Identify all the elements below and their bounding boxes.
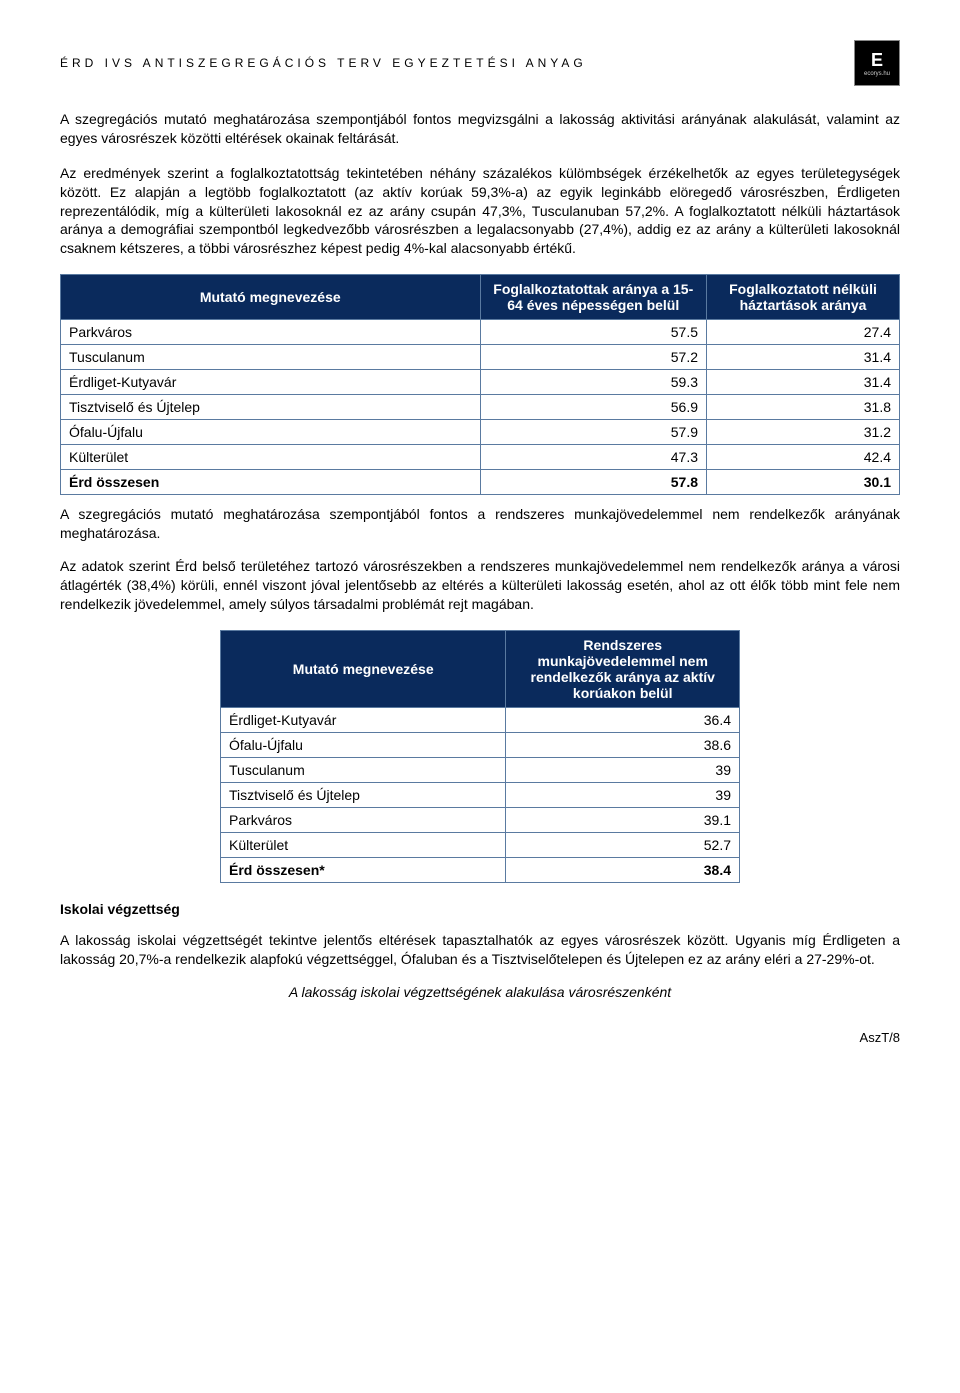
table-header-row: Mutató megnevezése Rendszeres munkajöved… xyxy=(221,630,740,707)
row-label: Parkváros xyxy=(221,807,506,832)
row-value: 39 xyxy=(506,757,740,782)
row-label: Külterület xyxy=(61,445,481,470)
table-row: Tisztviselő és Újtelep56.931.8 xyxy=(61,395,900,420)
row-value: 47.3 xyxy=(480,445,707,470)
row-value: 39 xyxy=(506,782,740,807)
row-value: 31.2 xyxy=(707,420,900,445)
employment-table: Mutató megnevezése Foglalkoztatottak ará… xyxy=(60,274,900,495)
table-row: Érdliget-Kutyavár36.4 xyxy=(221,707,740,732)
table-header-row: Mutató megnevezése Foglalkoztatottak ará… xyxy=(61,275,900,320)
row-label: Külterület xyxy=(221,832,506,857)
table-row: Érdliget-Kutyavár59.331.4 xyxy=(61,370,900,395)
row-label: Tusculanum xyxy=(61,345,481,370)
row-value: 31.4 xyxy=(707,370,900,395)
row-label: Ófalu-Újfalu xyxy=(61,420,481,445)
logo-sub: ecorys.hu xyxy=(864,71,890,77)
row-value: 57.2 xyxy=(480,345,707,370)
row-value: 42.4 xyxy=(707,445,900,470)
document-header: ÉRD IVS ANTISZEGREGÁCIÓS TERV EGYEZTETÉS… xyxy=(60,40,900,86)
row-value: 57.8 xyxy=(480,470,707,495)
row-label: Tisztviselő és Újtelep xyxy=(61,395,481,420)
table-row: Tusculanum57.231.4 xyxy=(61,345,900,370)
table-row: Ófalu-Újfalu57.931.2 xyxy=(61,420,900,445)
table-total-row: Érd összesen*38.4 xyxy=(221,857,740,882)
row-label: Érdliget-Kutyavár xyxy=(221,707,506,732)
header-title: ÉRD IVS ANTISZEGREGÁCIÓS TERV EGYEZTETÉS… xyxy=(60,56,587,70)
row-value: 31.4 xyxy=(707,345,900,370)
row-value: 38.6 xyxy=(506,732,740,757)
row-value: 31.8 xyxy=(707,395,900,420)
table-header: Foglalkoztatottak aránya a 15-64 éves né… xyxy=(480,275,707,320)
row-value: 59.3 xyxy=(480,370,707,395)
paragraph-5: A lakosság iskolai végzettségét tekintve… xyxy=(60,931,900,969)
income-table: Mutató megnevezése Rendszeres munkajöved… xyxy=(220,630,740,883)
row-value: 57.5 xyxy=(480,320,707,345)
page-footer: AszT/8 xyxy=(60,1030,900,1045)
table-header: Foglalkoztatott nélküli háztartások arán… xyxy=(707,275,900,320)
logo-main: E xyxy=(871,50,883,71)
logo: E ecorys.hu xyxy=(854,40,900,86)
table-row: Tisztviselő és Újtelep39 xyxy=(221,782,740,807)
paragraph-4: Az adatok szerint Érd belső területéhez … xyxy=(60,557,900,614)
table-row: Parkváros39.1 xyxy=(221,807,740,832)
row-value: 52.7 xyxy=(506,832,740,857)
section-heading: Iskolai végzettség xyxy=(60,901,900,917)
table-header: Mutató megnevezése xyxy=(221,630,506,707)
row-label: Ófalu-Újfalu xyxy=(221,732,506,757)
table-total-row: Érd összesen57.830.1 xyxy=(61,470,900,495)
row-value: 36.4 xyxy=(506,707,740,732)
table-row: Ófalu-Újfalu38.6 xyxy=(221,732,740,757)
table-header: Rendszeres munkajövedelemmel nem rendelk… xyxy=(506,630,740,707)
row-value: 27.4 xyxy=(707,320,900,345)
table-row: Tusculanum39 xyxy=(221,757,740,782)
row-value: 57.9 xyxy=(480,420,707,445)
row-label: Érd összesen* xyxy=(221,857,506,882)
table-row: Külterület52.7 xyxy=(221,832,740,857)
chart-caption: A lakosság iskolai végzettségének alakul… xyxy=(60,984,900,1000)
table-row: Külterület47.342.4 xyxy=(61,445,900,470)
table-header: Mutató megnevezése xyxy=(61,275,481,320)
row-value: 30.1 xyxy=(707,470,900,495)
paragraph-3: A szegregációs mutató meghatározása szem… xyxy=(60,506,900,541)
paragraph-2: Az eredmények szerint a foglalkoztatotts… xyxy=(60,164,900,258)
row-value: 39.1 xyxy=(506,807,740,832)
row-label: Tisztviselő és Újtelep xyxy=(221,782,506,807)
paragraph-3a: A szegregációs mutató meghatározása szem… xyxy=(60,505,900,543)
row-label: Parkváros xyxy=(61,320,481,345)
table-row: Parkváros57.527.4 xyxy=(61,320,900,345)
row-label: Érd összesen xyxy=(61,470,481,495)
paragraph-1: A szegregációs mutató meghatározása szem… xyxy=(60,110,900,148)
row-label: Érdliget-Kutyavár xyxy=(61,370,481,395)
row-label: Tusculanum xyxy=(221,757,506,782)
row-value: 38.4 xyxy=(506,857,740,882)
row-value: 56.9 xyxy=(480,395,707,420)
